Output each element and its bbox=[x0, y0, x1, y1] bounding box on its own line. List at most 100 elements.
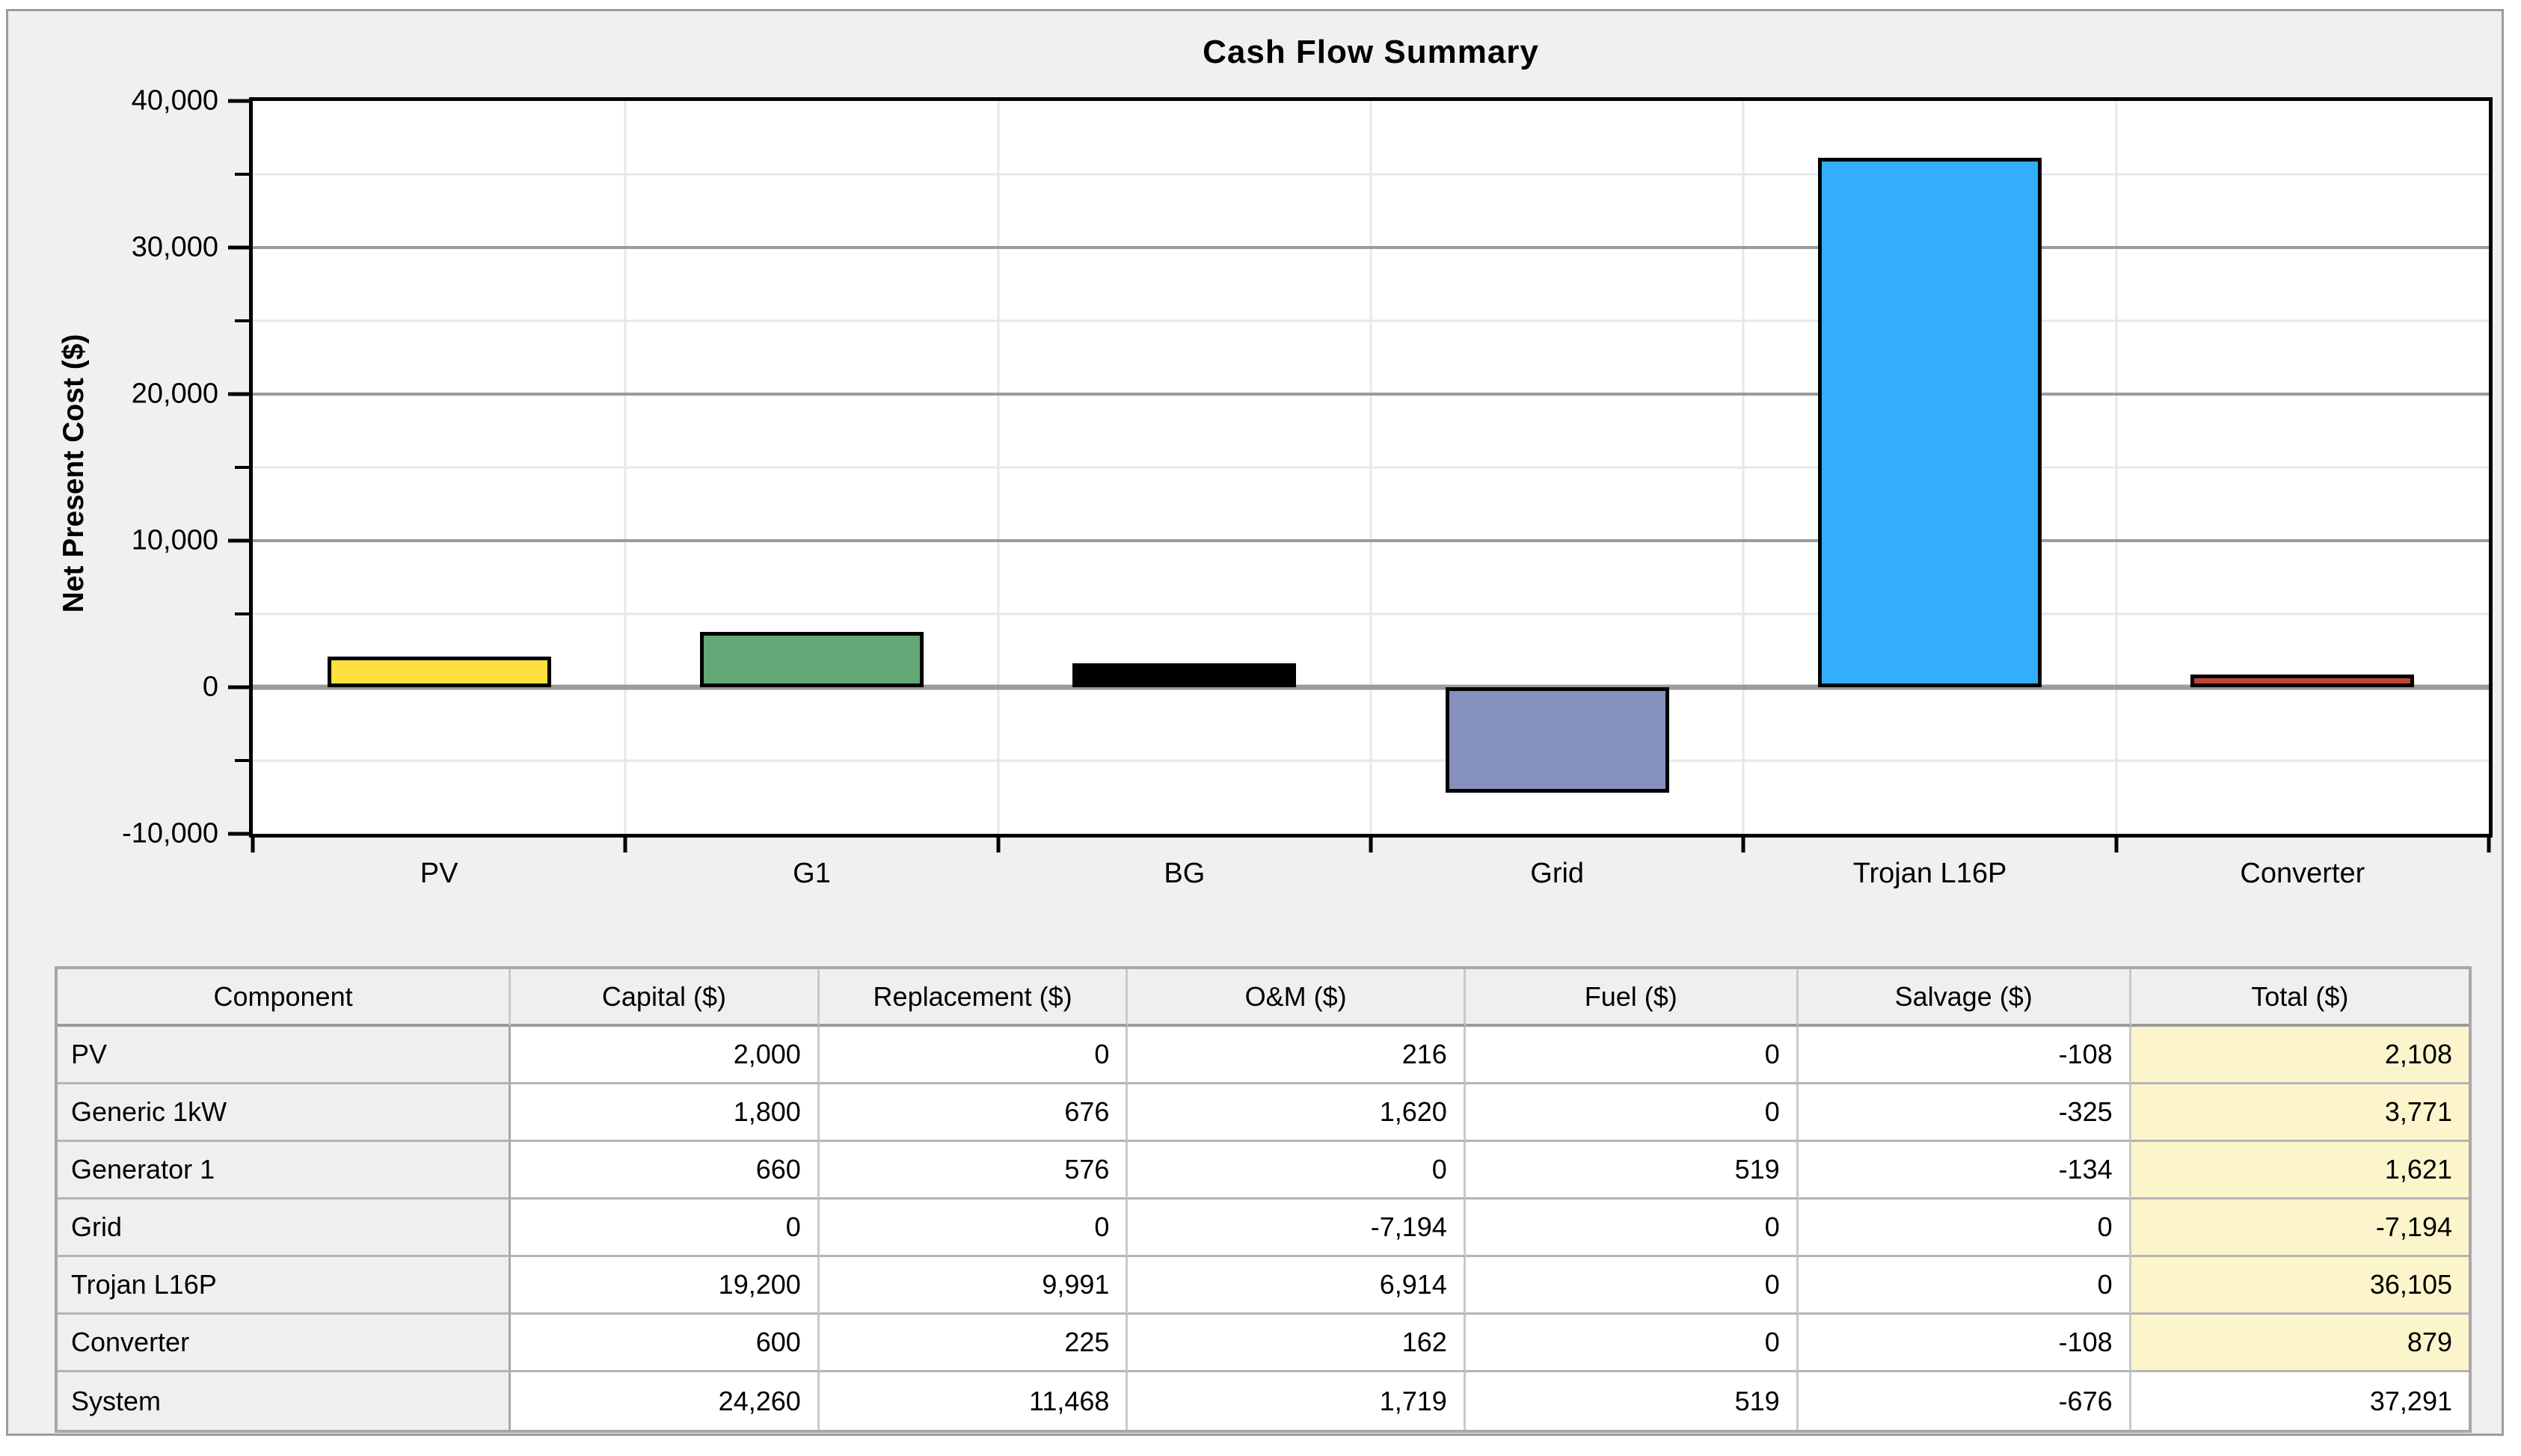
table-row-label-converter: Converter bbox=[58, 1315, 512, 1372]
y-tick-minor bbox=[235, 759, 250, 762]
x-tick-label-g1: G1 bbox=[793, 858, 831, 889]
x-tick bbox=[251, 838, 255, 853]
x-tick bbox=[2487, 838, 2491, 853]
grid-line-vertical bbox=[1742, 101, 1745, 834]
y-tick-major bbox=[228, 99, 250, 103]
table-row-label-generic-1kw: Generic 1kW bbox=[58, 1084, 512, 1142]
table-cell-grid-replacement: 0 bbox=[819, 1199, 1129, 1257]
table-cell-pv-o-m: 216 bbox=[1128, 1027, 1466, 1084]
table-cell-generator-1-replacement: 576 bbox=[819, 1142, 1129, 1199]
y-tick-label-10-000: 10,000 bbox=[131, 524, 218, 556]
table-cell-system-salvage: -676 bbox=[1798, 1372, 2131, 1430]
table-cell-generic-1kw-salvage: -325 bbox=[1798, 1084, 2131, 1142]
table-row-label-system: System bbox=[58, 1372, 512, 1430]
grid-line-major bbox=[253, 246, 2489, 249]
table-cell-trojan-l16p-o-m: 6,914 bbox=[1128, 1257, 1466, 1315]
table-cell-generator-1-o-m: 0 bbox=[1128, 1142, 1466, 1199]
table-cell-generator-1-total: 1,621 bbox=[2131, 1142, 2469, 1199]
table-cell-pv-capital: 2,000 bbox=[511, 1027, 820, 1084]
grid-line-major bbox=[253, 539, 2489, 542]
y-tick-minor bbox=[235, 466, 250, 469]
table-cell-system-replacement: 11,468 bbox=[819, 1372, 1129, 1430]
x-tick bbox=[1369, 838, 1373, 853]
grid-line-vertical bbox=[1369, 101, 1372, 834]
y-axis-title: Net Present Cost ($) bbox=[58, 334, 90, 613]
grid-line-major bbox=[253, 393, 2489, 396]
table-header-capital: Capital ($) bbox=[511, 969, 820, 1027]
table-cell-system-capital: 24,260 bbox=[511, 1372, 820, 1430]
y-tick-label-30-000: 30,000 bbox=[131, 231, 218, 263]
table-cell-converter-salvage: -108 bbox=[1798, 1315, 2131, 1372]
plot-area: 40,000 30,000 20,000 10,000 0 -10,000 PV G1 BG Gr… bbox=[122, 85, 2493, 889]
table-cell-pv-fuel: 0 bbox=[1465, 1027, 1799, 1084]
grid-line-vertical bbox=[997, 101, 1000, 834]
table-cell-trojan-l16p-fuel: 0 bbox=[1465, 1257, 1799, 1315]
table-row-label-grid: Grid bbox=[58, 1199, 512, 1257]
y-tick-minor bbox=[235, 173, 250, 176]
x-tick bbox=[623, 838, 627, 853]
x-tick bbox=[996, 838, 1001, 853]
table-cell-pv-replacement: 0 bbox=[819, 1027, 1129, 1084]
table-cell-system-total: 37,291 bbox=[2131, 1372, 2469, 1430]
table-header-replacement: Replacement ($) bbox=[819, 969, 1129, 1027]
table-cell-trojan-l16p-capital: 19,200 bbox=[511, 1257, 820, 1315]
table-header-component: Component bbox=[58, 969, 512, 1027]
table-cell-generic-1kw-o-m: 1,620 bbox=[1128, 1084, 1466, 1142]
grid-line-vertical bbox=[2115, 101, 2118, 834]
y-tick-label-10-000: -10,000 bbox=[122, 817, 218, 850]
y-tick-minor bbox=[235, 319, 250, 322]
x-tick-label-converter: Converter bbox=[2240, 858, 2365, 889]
x-tick-label-trojan-l16p: Trojan L16P bbox=[1852, 858, 2007, 889]
report-panel: Cash Flow Summary Net Present Cost ($) 4… bbox=[6, 9, 2504, 1436]
table-cell-pv-total: 2,108 bbox=[2131, 1027, 2469, 1084]
cost-table: Component Capital ($) Replacement ($) O&M (… bbox=[55, 966, 2472, 1433]
table-cell-trojan-l16p-total: 36,105 bbox=[2131, 1257, 2469, 1315]
table-cell-generic-1kw-capital: 1,800 bbox=[511, 1084, 820, 1142]
table-row-label-trojan-l16p: Trojan L16P bbox=[58, 1257, 512, 1315]
table-cell-grid-o-m: -7,194 bbox=[1128, 1199, 1466, 1257]
y-tick-major bbox=[228, 245, 250, 250]
grid-line-vertical bbox=[624, 101, 627, 834]
y-tick-major bbox=[228, 392, 250, 396]
table-cell-generic-1kw-replacement: 676 bbox=[819, 1084, 1129, 1142]
y-tick-major bbox=[228, 538, 250, 543]
table-cell-generator-1-salvage: -134 bbox=[1798, 1142, 2131, 1199]
x-tick-label-bg: BG bbox=[1164, 858, 1206, 889]
table-cell-grid-salvage: 0 bbox=[1798, 1199, 2131, 1257]
table-header-o-m: O&M ($) bbox=[1128, 969, 1466, 1027]
bar-converter bbox=[2190, 674, 2415, 687]
table-cell-generator-1-capital: 660 bbox=[511, 1142, 820, 1199]
table-cell-grid-fuel: 0 bbox=[1465, 1199, 1799, 1257]
table-cell-converter-replacement: 225 bbox=[819, 1315, 1129, 1372]
table-cell-converter-fuel: 0 bbox=[1465, 1315, 1799, 1372]
x-tick-label-grid: Grid bbox=[1530, 858, 1585, 889]
table-cell-generator-1-fuel: 519 bbox=[1465, 1142, 1799, 1199]
y-tick-major bbox=[228, 685, 250, 689]
bar-bg bbox=[1072, 663, 1297, 687]
table-cell-system-o-m: 1,719 bbox=[1128, 1372, 1466, 1430]
y-tick-minor bbox=[235, 612, 250, 615]
table-header-total: Total ($) bbox=[2131, 969, 2469, 1027]
bar-pv bbox=[327, 656, 551, 687]
table-cell-pv-salvage: -108 bbox=[1798, 1027, 2131, 1084]
table-cell-trojan-l16p-replacement: 9,991 bbox=[819, 1257, 1129, 1315]
table-cell-converter-total: 879 bbox=[2131, 1315, 2469, 1372]
x-tick bbox=[2114, 838, 2119, 853]
table-cell-generic-1kw-total: 3,771 bbox=[2131, 1084, 2469, 1142]
y-tick-major bbox=[228, 832, 250, 836]
table-cell-converter-capital: 600 bbox=[511, 1315, 820, 1372]
table-header-salvage: Salvage ($) bbox=[1798, 969, 2131, 1027]
table-cell-generic-1kw-fuel: 0 bbox=[1465, 1084, 1799, 1142]
y-tick-label-20-000: 20,000 bbox=[131, 378, 218, 410]
x-tick-label-pv: PV bbox=[420, 858, 458, 889]
table-row-label-generator-1: Generator 1 bbox=[58, 1142, 512, 1199]
table-header-fuel: Fuel ($) bbox=[1465, 969, 1799, 1027]
x-tick bbox=[1741, 838, 1745, 853]
chart-title: Cash Flow Summary bbox=[1203, 34, 1539, 70]
table-row-label-pv: PV bbox=[58, 1027, 512, 1084]
table-cell-system-fuel: 519 bbox=[1465, 1372, 1799, 1430]
table-cell-converter-o-m: 162 bbox=[1128, 1315, 1466, 1372]
bar-g1 bbox=[700, 632, 924, 687]
y-tick-label-40-000: 40,000 bbox=[131, 85, 218, 117]
table-cell-grid-total: -7,194 bbox=[2131, 1199, 2469, 1257]
